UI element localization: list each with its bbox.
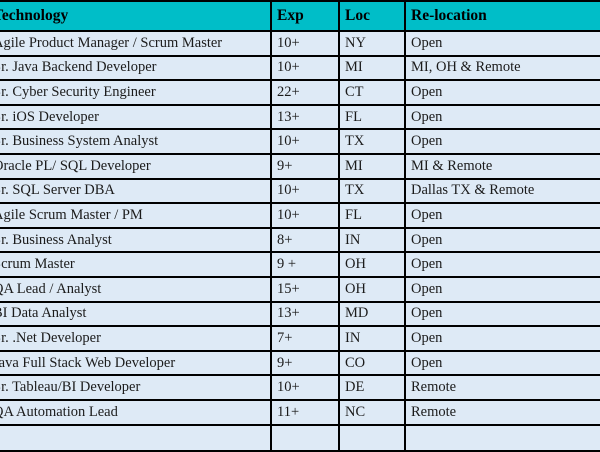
table-row: Sr. Cyber Security Engineer 22+ CT Open xyxy=(0,79,600,106)
cell-exp: 13+ xyxy=(270,103,340,131)
table-row: Sr. iOS Developer 13+ FL Open xyxy=(0,103,600,131)
cell-exp: 13+ xyxy=(270,300,340,328)
cell-loc: NY xyxy=(338,30,406,57)
cell-loc: FL xyxy=(338,103,406,131)
table-row: QA Lead / Analyst 15+ OH Open xyxy=(0,275,600,303)
cell-loc: TX xyxy=(338,177,406,205)
table-row: Sr. Business Analyst 8+ IN Open xyxy=(0,226,600,254)
cell-relocation: Open xyxy=(404,251,600,278)
cell-relocation: Remote xyxy=(404,398,600,426)
table-row: Sr. Java Backend Developer 10+ MI MI, OH… xyxy=(0,54,600,82)
cell-relocation: Open xyxy=(404,226,600,254)
cell-relocation: MI & Remote xyxy=(404,152,600,180)
cell-relocation: MI, OH & Remote xyxy=(404,54,600,82)
cell-relocation: Open xyxy=(404,30,600,57)
cell-exp: 10+ xyxy=(270,374,340,401)
cell-exp xyxy=(270,423,340,452)
table-row: Oracle PL/ SQL Developer 9+ MI MI & Remo… xyxy=(0,152,600,180)
cell-exp: 10+ xyxy=(270,54,340,82)
cell-loc: OH xyxy=(338,275,406,303)
table-row: Scrum Master 9 + OH Open xyxy=(0,251,600,278)
table-row: Sr. Tableau/BI Developer 10+ DE Remote xyxy=(0,374,600,401)
cell-technology: Sr. SQL Server DBA xyxy=(0,177,272,205)
cell-relocation: Open xyxy=(404,349,600,377)
cell-technology: BI Data Analyst xyxy=(0,300,272,328)
cell-exp: 9+ xyxy=(270,349,340,377)
cell-technology: Sr. Business System Analyst xyxy=(0,128,272,155)
cell-technology: Sr. .Net Developer xyxy=(0,325,272,352)
table-row: BI Data Analyst 13+ MD Open xyxy=(0,300,600,328)
cell-technology: QA Lead / Analyst xyxy=(0,275,272,303)
table-row: Agile Scrum Master / PM 10+ FL Open xyxy=(0,202,600,229)
cell-exp: 9 + xyxy=(270,251,340,278)
cell-technology: Sr. Business Analyst xyxy=(0,226,272,254)
cell-technology: Sr. Cyber Security Engineer xyxy=(0,79,272,106)
cell-exp: 9+ xyxy=(270,152,340,180)
cell-exp: 10+ xyxy=(270,128,340,155)
cell-exp: 10+ xyxy=(270,177,340,205)
col-header-technology: Technology xyxy=(0,0,272,32)
cell-relocation: Open xyxy=(404,300,600,328)
cell-technology: Java Full Stack Web Developer xyxy=(0,349,272,377)
cell-loc: MI xyxy=(338,152,406,180)
cell-relocation: Open xyxy=(404,275,600,303)
table-row: Sr. SQL Server DBA 10+ TX Dallas TX & Re… xyxy=(0,177,600,205)
cell-exp: 8+ xyxy=(270,226,340,254)
col-header-exp: Exp xyxy=(270,0,340,32)
cell-loc: OH xyxy=(338,251,406,278)
cell-loc: IN xyxy=(338,226,406,254)
cell-technology: Oracle PL/ SQL Developer xyxy=(0,152,272,180)
cell-loc: TX xyxy=(338,128,406,155)
header-row: Technology Exp Loc Re-location xyxy=(0,0,600,32)
cell-loc: CT xyxy=(338,79,406,106)
table-row: Java Full Stack Web Developer 9+ CO Open xyxy=(0,349,600,377)
cell-exp: 15+ xyxy=(270,275,340,303)
table-row: Sr. Business System Analyst 10+ TX Open xyxy=(0,128,600,155)
cell-loc: IN xyxy=(338,325,406,352)
cell-relocation xyxy=(404,423,600,452)
cell-relocation: Open xyxy=(404,325,600,352)
cell-loc: MD xyxy=(338,300,406,328)
table-row: Sr. .Net Developer 7+ IN Open xyxy=(0,325,600,352)
cell-relocation: Remote xyxy=(404,374,600,401)
cell-exp: 10+ xyxy=(270,30,340,57)
cell-technology: Sr. Java Backend Developer xyxy=(0,54,272,82)
cell-technology: Sr. Tableau/BI Developer xyxy=(0,374,272,401)
cell-technology: Agile Scrum Master / PM xyxy=(0,202,272,229)
cell-loc xyxy=(338,423,406,452)
cell-relocation: Dallas TX & Remote xyxy=(404,177,600,205)
cell-exp: 11+ xyxy=(270,398,340,426)
table-row: QA Automation Lead 11+ NC Remote xyxy=(0,398,600,426)
cell-technology: QA Automation Lead xyxy=(0,398,272,426)
col-header-relocation: Re-location xyxy=(404,0,600,32)
cell-exp: 22+ xyxy=(270,79,340,106)
col-header-loc: Loc xyxy=(338,0,406,32)
cell-exp: 10+ xyxy=(270,202,340,229)
cell-relocation: Open xyxy=(404,128,600,155)
cell-loc: MI xyxy=(338,54,406,82)
cell-relocation: Open xyxy=(404,79,600,106)
table-row-partial xyxy=(0,423,600,452)
cell-relocation: Open xyxy=(404,103,600,131)
table-row: Agile Product Manager / Scrum Master 10+… xyxy=(0,30,600,57)
cell-exp: 7+ xyxy=(270,325,340,352)
cell-relocation: Open xyxy=(404,202,600,229)
cell-technology: Agile Product Manager / Scrum Master xyxy=(0,30,272,57)
cell-loc: CO xyxy=(338,349,406,377)
cell-loc: NC xyxy=(338,398,406,426)
cell-technology: Sr. iOS Developer xyxy=(0,103,272,131)
cell-loc: FL xyxy=(338,202,406,229)
cell-technology: Scrum Master xyxy=(0,251,272,278)
table-body: Agile Product Manager / Scrum Master 10+… xyxy=(0,30,600,452)
cell-loc: DE xyxy=(338,374,406,401)
cell-technology xyxy=(0,423,272,452)
